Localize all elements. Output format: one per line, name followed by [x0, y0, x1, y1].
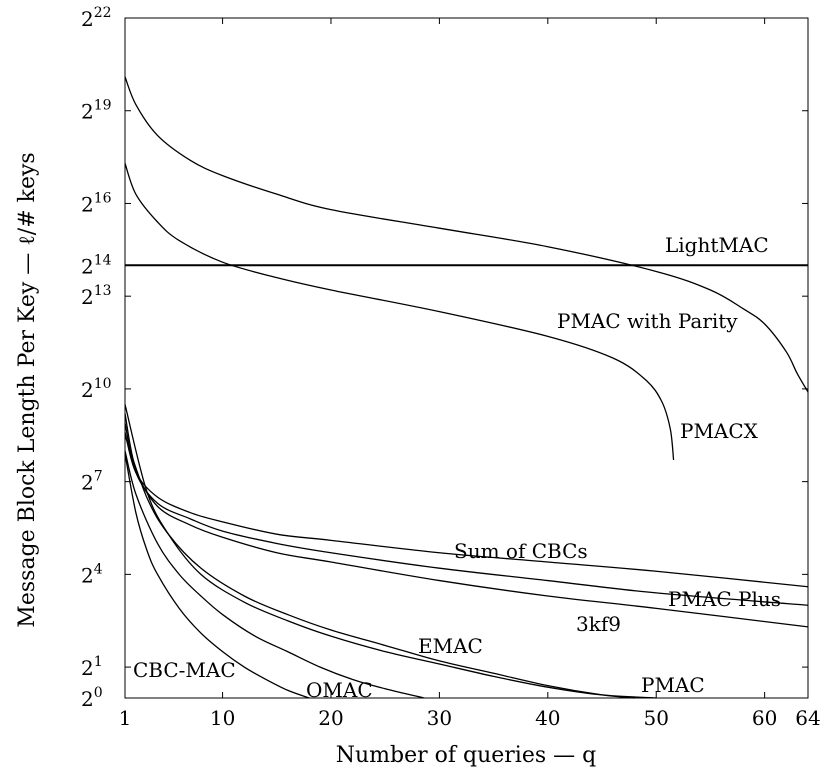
x-tick-label: 64	[795, 706, 820, 730]
series-line-cbc-mac	[124, 453, 310, 699]
y-tick-label: 222	[81, 5, 112, 31]
x-tick-label: 60	[752, 706, 777, 730]
series-label-3kf9: 3kf9	[576, 612, 621, 636]
series-label-omac: OMAC	[306, 678, 373, 702]
series-label-cbc-mac: CBC-MAC	[133, 658, 236, 682]
series-label-emac: EMAC	[418, 634, 483, 658]
plot-border	[124, 17, 809, 699]
y-tick-label: 216	[81, 190, 112, 216]
y-tick-label: 213	[81, 283, 112, 309]
x-tick-label: 1	[119, 706, 132, 730]
series-label-sum-of-cbcs: Sum of CBCs	[454, 539, 588, 563]
y-tick-label: 210	[81, 376, 112, 402]
y-tick-label: 21	[81, 654, 103, 680]
series-label-pmacx: PMACX	[680, 419, 759, 443]
plot-frame	[124, 17, 809, 699]
series-line-omac	[124, 450, 425, 699]
series-label-pmac-with-parity: PMAC with Parity	[557, 309, 738, 333]
y-axis-label: Message Block Length Per Key — ℓ/# keys	[15, 152, 40, 627]
series-lines	[124, 76, 809, 699]
x-tick-label: 30	[427, 706, 452, 730]
x-tick-label: 40	[535, 706, 560, 730]
series-line-pmac-plus	[124, 422, 809, 606]
series-line-pmac-with-parity	[124, 76, 809, 393]
x-tick-label: 20	[318, 706, 343, 730]
y-tick-label: 24	[81, 561, 103, 587]
x-tick-label: 50	[643, 706, 668, 730]
series-line-pmacx	[124, 163, 675, 461]
series-line-sum-of-cbcs	[124, 432, 809, 588]
x-tick-label: 10	[210, 706, 235, 730]
y-tick-label: 20	[81, 685, 103, 711]
series-label-pmac: PMAC	[641, 673, 705, 697]
y-tick-label: 219	[81, 98, 112, 124]
x-axis-label: Number of queries — q	[336, 743, 596, 768]
series-label-lightmac: LightMAC	[665, 233, 769, 257]
y-tick-label: 214	[81, 252, 112, 278]
series-line-pmac	[124, 404, 657, 699]
series-annotations: LightMAC PMAC with Parity PMACX Sum of CBCs…	[133, 233, 781, 702]
series-label-pmac-plus: PMAC Plus	[668, 587, 781, 611]
axis-ticks: 1 10 20 30 40 50 60 64 20 21 24 27 210 213 214 216 219 22…	[81, 5, 821, 730]
series-line-3kf9	[124, 413, 809, 628]
y-tick-label: 27	[81, 469, 103, 495]
